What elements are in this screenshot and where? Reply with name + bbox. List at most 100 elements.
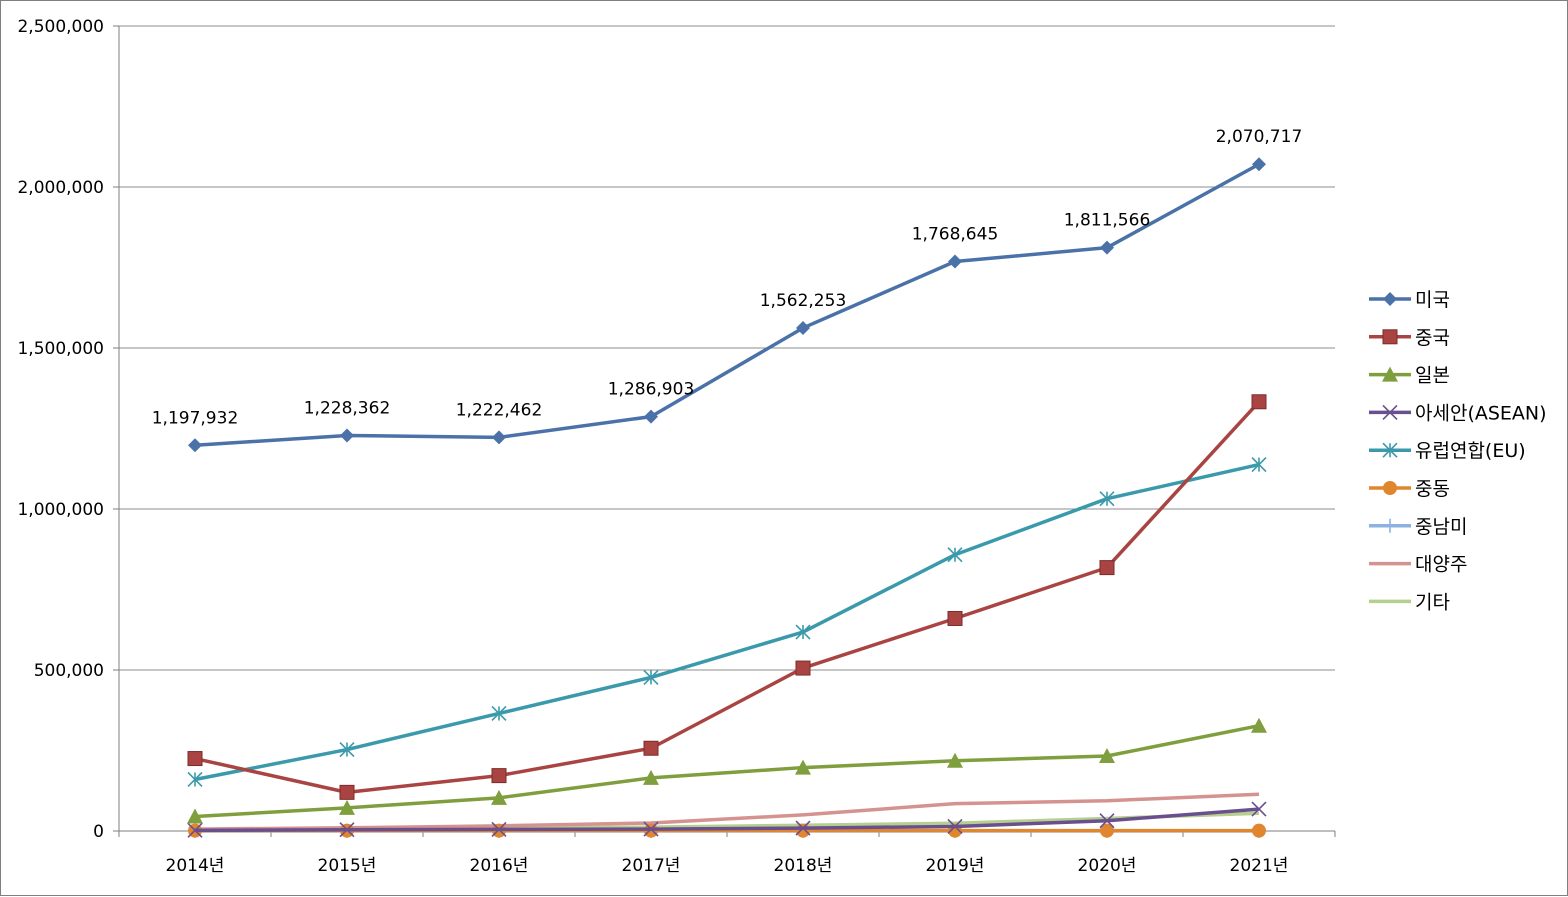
- series-4: [187, 456, 1267, 788]
- series-0: [188, 157, 1266, 453]
- data-point: [1252, 157, 1266, 172]
- legend-marker: [1383, 518, 1397, 533]
- x-axis-ticks: 2014년 2015년 2016년 2017년 2018년 2019년 2020년 2021년: [118, 831, 1336, 876]
- data-label: 1,222,462: [456, 400, 543, 420]
- data-point: [1100, 823, 1114, 838]
- axes: [118, 26, 1335, 832]
- data-label: 2,070,717: [1216, 127, 1303, 147]
- data-point: [643, 740, 659, 756]
- data-point: [796, 320, 810, 335]
- data-point: [1099, 491, 1115, 507]
- y-axis-ticks: 0 500,000 1,000,000 1,500,000 2,000,000 2,500…: [17, 17, 119, 842]
- data-point: [947, 547, 963, 563]
- data-point: [339, 784, 355, 800]
- legend-label: 대양주: [1415, 554, 1467, 576]
- legend-label: 유럽연합(EU): [1415, 440, 1526, 462]
- data-point: [795, 759, 811, 775]
- data-point: [339, 799, 355, 815]
- data-point: [643, 769, 659, 785]
- data-label: 1,286,903: [608, 380, 695, 400]
- data-point: [188, 438, 202, 453]
- data-point: [187, 751, 203, 767]
- data-label: 1,197,932: [152, 408, 239, 428]
- data-point: [491, 705, 507, 722]
- data-point: [796, 823, 810, 838]
- data-point: [187, 808, 203, 824]
- series-line: [194, 400, 1261, 795]
- data-point: [795, 820, 811, 836]
- data-label: 1,811,566: [1064, 211, 1151, 231]
- legend-item: 기타: [1369, 591, 1450, 613]
- data-label: 1,228,362: [304, 398, 391, 418]
- y-tick-label: 500,000: [34, 661, 104, 681]
- data-point: [1251, 717, 1267, 733]
- data-point: [947, 610, 963, 626]
- legend-item: 일본: [1369, 365, 1450, 387]
- y-tick-label: 1,500,000: [17, 339, 104, 359]
- legend-marker: [1382, 404, 1398, 420]
- legend-item: 대양주: [1369, 554, 1467, 576]
- legend-marker: [1383, 292, 1397, 306]
- data-point: [1252, 823, 1266, 838]
- y-tick-label: 1,000,000: [17, 500, 104, 520]
- legend-label: 미국: [1415, 289, 1450, 311]
- data-point: [339, 822, 355, 838]
- data-point: [339, 741, 355, 758]
- legend-item: 미국: [1369, 289, 1450, 311]
- data-point: [1251, 801, 1267, 817]
- legend-label: 중국: [1415, 327, 1450, 349]
- legend-label: 중남미: [1415, 516, 1467, 538]
- data-labels: 1,197,932 1,228,362 1,222,462 1,286,903 1,56…: [152, 127, 1303, 428]
- data-point: [491, 768, 507, 784]
- series-line: [194, 807, 1260, 833]
- data-point: [947, 818, 963, 835]
- data-point: [948, 254, 962, 269]
- data-point: [492, 430, 506, 445]
- data-point: [187, 771, 203, 788]
- data-label: 1,562,253: [760, 291, 847, 311]
- data-point: [795, 660, 811, 676]
- legend-item: 중국: [1369, 327, 1450, 349]
- x-tick-label: 2019년: [926, 856, 985, 876]
- data-point: [1099, 560, 1115, 576]
- series-3: [187, 801, 1267, 838]
- series-line: [194, 162, 1260, 448]
- legend-label: 일본: [1415, 365, 1450, 387]
- x-tick-label: 2017년: [622, 856, 681, 876]
- y-tick-label: 2,500,000: [17, 17, 104, 37]
- series-layer: [187, 157, 1267, 838]
- legend-item: 유럽연합(EU): [1369, 440, 1526, 462]
- y-tick-label: 0: [93, 822, 104, 842]
- data-point: [795, 624, 811, 640]
- x-tick-label: 2018년: [774, 856, 833, 876]
- legend-marker: [1382, 329, 1398, 345]
- data-point: [340, 428, 354, 443]
- x-tick-label: 2014년: [166, 856, 225, 876]
- legend-label: 기타: [1415, 591, 1450, 613]
- legend-item: 아세안(ASEAN): [1369, 402, 1547, 424]
- data-point: [491, 789, 507, 805]
- data-label: 1,768,645: [912, 224, 999, 244]
- series-line: [194, 723, 1260, 819]
- x-tick-label: 2020년: [1078, 856, 1137, 876]
- data-point: [643, 821, 659, 837]
- x-tick-label: 2015년: [318, 856, 377, 876]
- y-tick-label: 2,000,000: [17, 178, 104, 198]
- data-point: [1100, 240, 1114, 255]
- legend-item: 중동: [1369, 478, 1450, 500]
- series-1: [187, 394, 1267, 800]
- data-point: [1099, 747, 1115, 763]
- data-point: [643, 669, 659, 685]
- x-tick-label: 2021년: [1230, 856, 1289, 876]
- data-point: [1251, 456, 1267, 473]
- data-point: [491, 821, 507, 837]
- legend-marker: [1382, 366, 1398, 382]
- series-line: [194, 792, 1260, 831]
- legend-label: 아세안(ASEAN): [1415, 402, 1547, 424]
- legend-marker: [1383, 481, 1397, 495]
- data-point: [644, 409, 658, 424]
- data-point: [1099, 813, 1115, 829]
